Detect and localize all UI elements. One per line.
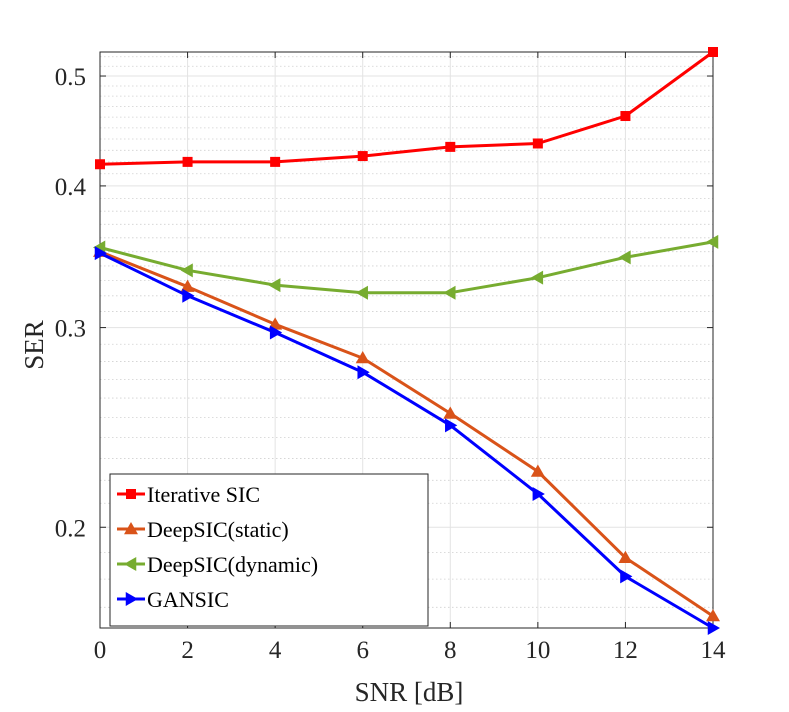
y-tick-label: 0.2 <box>55 515 86 542</box>
y-tick-label: 0.4 <box>55 174 87 201</box>
x-tick-label: 0 <box>94 637 107 664</box>
legend-item: DeepSIC(dynamic) <box>117 552 318 577</box>
x-tick-label: 2 <box>181 637 194 664</box>
series-line <box>99 251 714 630</box>
y-axis-title: SER <box>19 320 49 370</box>
plot-frame <box>99 51 714 629</box>
data-point <box>95 159 105 170</box>
y-tick-labels: 0.2 0.3 0.4 0.5 <box>55 64 87 542</box>
legend-marker <box>125 592 138 606</box>
data-point <box>707 621 720 635</box>
data-point <box>532 138 543 149</box>
legend-marker <box>124 557 137 571</box>
data-point <box>443 406 458 419</box>
data-point <box>708 47 718 57</box>
data-point <box>618 250 631 265</box>
x-tick-label: 6 <box>356 637 369 664</box>
data-point <box>180 263 193 278</box>
plot-border <box>99 51 714 629</box>
legend-marker <box>124 522 138 535</box>
series-gansic <box>94 246 720 635</box>
legend-item: GANSIC <box>117 587 229 612</box>
data-point <box>180 279 195 292</box>
data-point <box>530 464 545 477</box>
legend-label: DeepSIC(dynamic) <box>147 552 318 577</box>
x-axis-title: SNR [dB] <box>355 677 464 707</box>
data-point <box>706 234 719 249</box>
x-tick-label: 8 <box>444 637 457 664</box>
legend-item: DeepSIC(static) <box>117 517 289 542</box>
data-point <box>268 278 281 293</box>
data-point <box>530 270 544 285</box>
y-tick-label: 0.3 <box>55 316 86 343</box>
y-tick-label: 0.5 <box>55 64 86 91</box>
x-tick-label: 12 <box>613 637 638 664</box>
data-point <box>94 246 107 261</box>
series-line <box>99 240 714 295</box>
legend-item: Iterative SIC <box>117 482 260 507</box>
data-point <box>355 351 370 364</box>
legend-box <box>109 473 429 627</box>
series-line <box>99 250 714 618</box>
series-deepsic-static <box>93 244 720 622</box>
data-point <box>620 111 631 122</box>
data-point <box>357 365 370 380</box>
data-point <box>270 156 281 167</box>
data-point <box>443 285 456 300</box>
x-tick-label: 14 <box>701 637 727 664</box>
series-line <box>99 50 714 166</box>
data-point <box>355 285 368 300</box>
series-deepsic-dynamic <box>93 234 719 300</box>
data-point <box>445 418 458 433</box>
data-point <box>182 156 193 167</box>
series-iterative-sic <box>95 47 718 170</box>
x-tick-label: 4 <box>269 637 282 664</box>
legend-label: Iterative SIC <box>147 482 260 507</box>
legend-label: DeepSIC(static) <box>147 517 289 542</box>
data-point <box>357 151 368 162</box>
data-point <box>618 550 633 563</box>
x-tick-labels: 0 2 4 6 8 10 12 14 <box>94 637 726 664</box>
legend-marker <box>126 489 136 499</box>
data-point <box>445 141 456 152</box>
data-point <box>269 325 283 340</box>
x-tick-label: 10 <box>525 637 550 664</box>
data-point <box>182 288 195 303</box>
data-point <box>532 486 545 501</box>
data-point <box>620 569 633 584</box>
legend: Iterative SIC DeepSIC(static) DeepSIC(dyna… <box>109 473 429 627</box>
series-lines <box>93 47 720 635</box>
data-point <box>268 317 283 330</box>
data-point <box>706 609 720 622</box>
legend-label: GANSIC <box>147 587 229 612</box>
